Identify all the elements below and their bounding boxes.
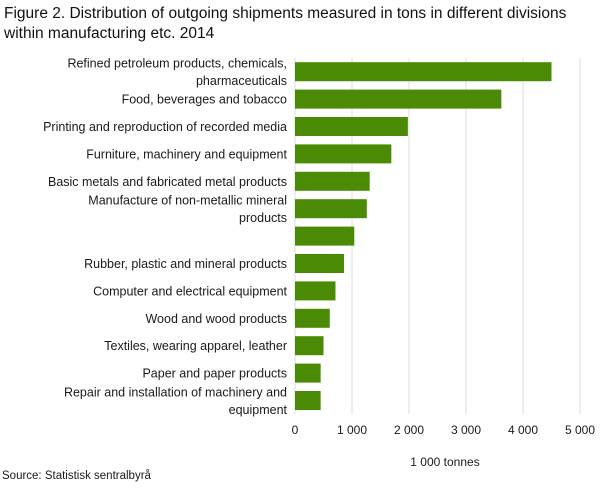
category-label: Computer and electrical equipment bbox=[93, 284, 287, 298]
bar bbox=[295, 144, 392, 164]
x-tick-label: 1 000 bbox=[337, 423, 367, 437]
source-note: Source: Statistisk sentralbyrå bbox=[2, 470, 151, 482]
bar bbox=[295, 171, 370, 191]
bar bbox=[295, 391, 321, 410]
x-tick-label: 5 000 bbox=[565, 423, 595, 437]
category-label: Wood and wood products bbox=[145, 312, 287, 326]
x-tick-label: 3 000 bbox=[451, 423, 481, 437]
category-label: Printing and reproduction of recorded me… bbox=[43, 120, 287, 134]
category-labels: Refined petroleum products, chemicals, ph… bbox=[43, 56, 287, 416]
bar bbox=[295, 281, 336, 301]
x-tick-label: 0 bbox=[292, 423, 299, 437]
chart-title: Figure 2. Distribution of outgoing shipm… bbox=[4, 5, 567, 42]
category-label: Manufacture of non-metallic mineral produ… bbox=[88, 193, 287, 225]
bar bbox=[295, 336, 324, 356]
category-label: Furniture, machinery and equipment bbox=[86, 147, 287, 161]
category-label: Basic metals and fabricated metal produc… bbox=[48, 175, 287, 189]
bar bbox=[295, 308, 330, 328]
bars bbox=[295, 62, 552, 410]
category-label: Refined petroleum products, chemicals, ph… bbox=[67, 56, 287, 88]
category-label: Repair and installation of machinery and… bbox=[64, 385, 288, 417]
bar bbox=[295, 363, 321, 383]
x-tick-label: 2 000 bbox=[394, 423, 424, 437]
bar bbox=[295, 254, 345, 273]
category-label: Rubber, plastic and mineral products bbox=[84, 257, 287, 271]
bar bbox=[295, 199, 367, 219]
category-label: Textiles, wearing apparel, leather bbox=[104, 339, 287, 353]
x-tick-label: 4 000 bbox=[508, 423, 538, 437]
bar bbox=[295, 62, 552, 82]
bar bbox=[295, 89, 502, 109]
x-axis-label: 1 000 tonnes bbox=[410, 455, 479, 469]
category-label: Food, beverages and tobacco bbox=[122, 93, 287, 107]
bar bbox=[295, 226, 355, 246]
category-label: Paper and paper products bbox=[142, 367, 287, 381]
bar bbox=[295, 117, 408, 136]
x-tick-labels: 0 1 000 2 000 3 000 4 000 5 000 bbox=[292, 423, 596, 437]
